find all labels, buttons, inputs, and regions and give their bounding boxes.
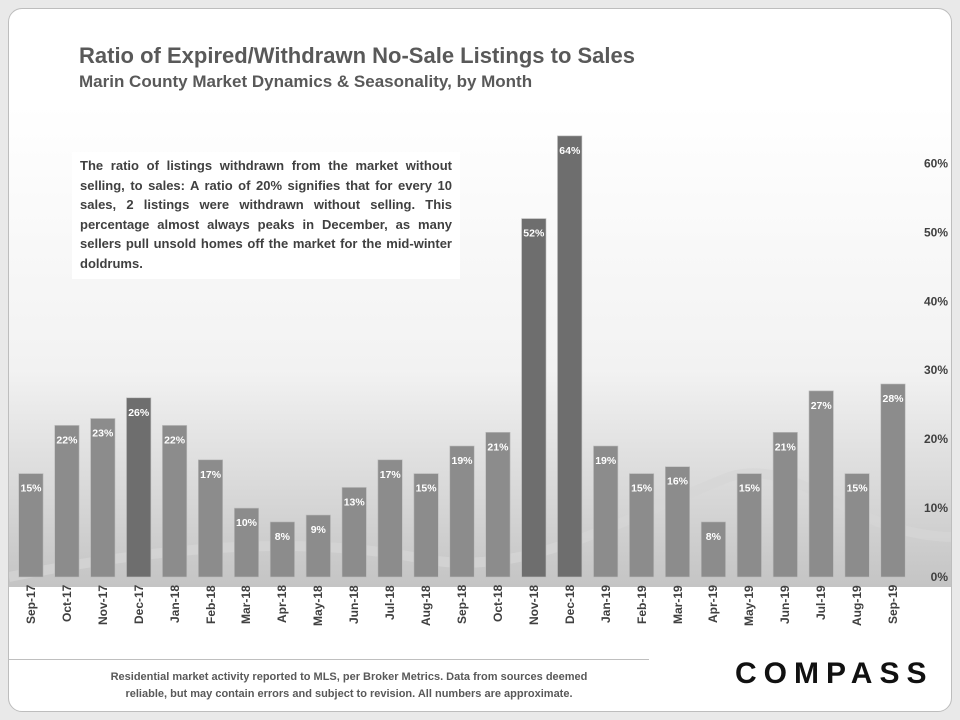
data-label: 10% <box>236 517 258 529</box>
x-tick-label: Dec-18 <box>562 585 577 625</box>
data-label: 15% <box>739 483 761 495</box>
data-label: 13% <box>344 496 366 508</box>
bar-sep-19 <box>880 383 906 578</box>
data-label: 23% <box>92 428 114 440</box>
x-tick-label: Jun-18 <box>347 585 362 624</box>
x-tick-label: Jan-19 <box>598 585 613 624</box>
data-label: 52% <box>523 228 545 240</box>
bar-sep-18 <box>449 445 475 578</box>
data-label: 21% <box>487 441 509 453</box>
x-tick-label: Feb-19 <box>634 585 649 624</box>
footer-divider <box>9 659 649 660</box>
bar-jan-18 <box>162 425 188 578</box>
x-tick-label: Apr-19 <box>706 585 721 624</box>
bar-feb-18 <box>198 459 224 578</box>
bar-dec-18 <box>557 135 583 578</box>
data-label: 26% <box>128 407 150 419</box>
x-tick-label: Sep-18 <box>455 585 469 625</box>
chart-card: Ratio of Expired/Withdrawn No-Sale Listi… <box>8 8 952 712</box>
x-tick-label: Sep-17 <box>23 585 38 625</box>
bar-feb-19 <box>629 473 655 578</box>
x-tick-label: May-18 <box>311 585 326 626</box>
x-tick-label: Mar-18 <box>239 585 254 624</box>
y-tick-label: 40% <box>924 294 948 308</box>
bar-jun-19 <box>772 431 798 578</box>
x-tick-label: Nov-17 <box>95 585 110 626</box>
bar-dec-17 <box>126 397 152 578</box>
x-tick-label: Apr-18 <box>275 585 290 624</box>
data-label: 19% <box>451 455 473 467</box>
x-tick-label: Aug-18 <box>419 585 434 626</box>
y-tick-label: 0% <box>931 570 949 584</box>
data-label: 8% <box>706 531 722 543</box>
data-label: 27% <box>811 400 833 412</box>
bar-jul-18 <box>377 459 403 578</box>
bar-apr-19 <box>700 521 726 578</box>
bar-jan-19 <box>593 445 619 578</box>
x-tick-label: Dec-17 <box>131 585 146 625</box>
data-label: 15% <box>20 483 42 495</box>
bar-sep-17 <box>18 473 44 578</box>
data-label: 22% <box>56 434 78 446</box>
data-label: 22% <box>164 434 186 446</box>
bar-may-18 <box>305 514 331 578</box>
bar-mar-18 <box>234 507 260 578</box>
data-label: 21% <box>775 441 797 453</box>
data-label: 15% <box>847 483 869 495</box>
x-tick-label: Jul-18 <box>383 585 398 620</box>
chart-title: Ratio of Expired/Withdrawn No-Sale Listi… <box>79 43 635 68</box>
footer-line-2: reliable, but may contain errors and sub… <box>125 688 573 700</box>
x-tick-label: Oct-18 <box>490 585 505 623</box>
bar-oct-17 <box>54 425 80 578</box>
data-label: 9% <box>311 524 327 536</box>
data-label: 16% <box>667 476 689 488</box>
y-tick-label: 50% <box>924 225 948 239</box>
x-tick-label: Oct-17 <box>59 585 74 623</box>
data-label: 19% <box>595 455 617 467</box>
data-label: 64% <box>559 145 581 157</box>
data-label: 17% <box>200 469 222 481</box>
x-tick-label: May-19 <box>742 585 757 626</box>
bar-oct-18 <box>485 431 511 578</box>
x-tick-label: Jun-19 <box>778 585 793 624</box>
bar-apr-18 <box>269 521 295 578</box>
bar-mar-19 <box>664 466 690 578</box>
x-tick-label: Jul-19 <box>814 585 829 620</box>
bar-aug-18 <box>413 473 439 578</box>
annotation-box: The ratio of listings withdrawn from the… <box>72 152 460 279</box>
chart-subtitle: Marin County Market Dynamics & Seasonali… <box>79 72 533 91</box>
bar-aug-19 <box>844 473 870 578</box>
bar-jun-18 <box>341 487 367 578</box>
y-tick-label: 30% <box>924 363 948 377</box>
bar-chart: 15% 22% 23% 26% 22% 17% 10% 8% 9% 13% 17% 15% 19% 21%… <box>9 105 951 587</box>
y-tick-label: 10% <box>924 501 948 515</box>
y-tick-label: 20% <box>924 432 948 446</box>
bar-nov-17 <box>90 418 116 578</box>
x-tick-label: Aug-19 <box>850 585 865 626</box>
compass-logo: COMPASS <box>735 657 934 690</box>
data-label: 15% <box>631 483 653 495</box>
x-tick-label: Nov-18 <box>526 585 541 626</box>
x-tick-label: Feb-18 <box>203 585 218 624</box>
footer-disclaimer: Residential market activity reported to … <box>79 669 619 703</box>
data-label: 8% <box>275 531 291 543</box>
data-label: 15% <box>416 483 438 495</box>
chart-area: 15% 22% 23% 26% 22% 17% 10% 8% 9% 13% 17% 15% 19% 21%… <box>9 105 951 587</box>
bar-may-19 <box>736 473 762 578</box>
y-tick-label: 60% <box>924 157 948 171</box>
bar-nov-18 <box>521 218 547 578</box>
x-tick-label: Jan-18 <box>167 585 182 624</box>
bar-jul-19 <box>808 390 834 578</box>
x-tick-label: Mar-19 <box>670 585 685 624</box>
x-tick-label: Sep-19 <box>886 585 901 625</box>
footer-line-1: Residential market activity reported to … <box>110 671 588 683</box>
data-label: 17% <box>380 469 402 481</box>
data-label: 28% <box>882 393 904 405</box>
